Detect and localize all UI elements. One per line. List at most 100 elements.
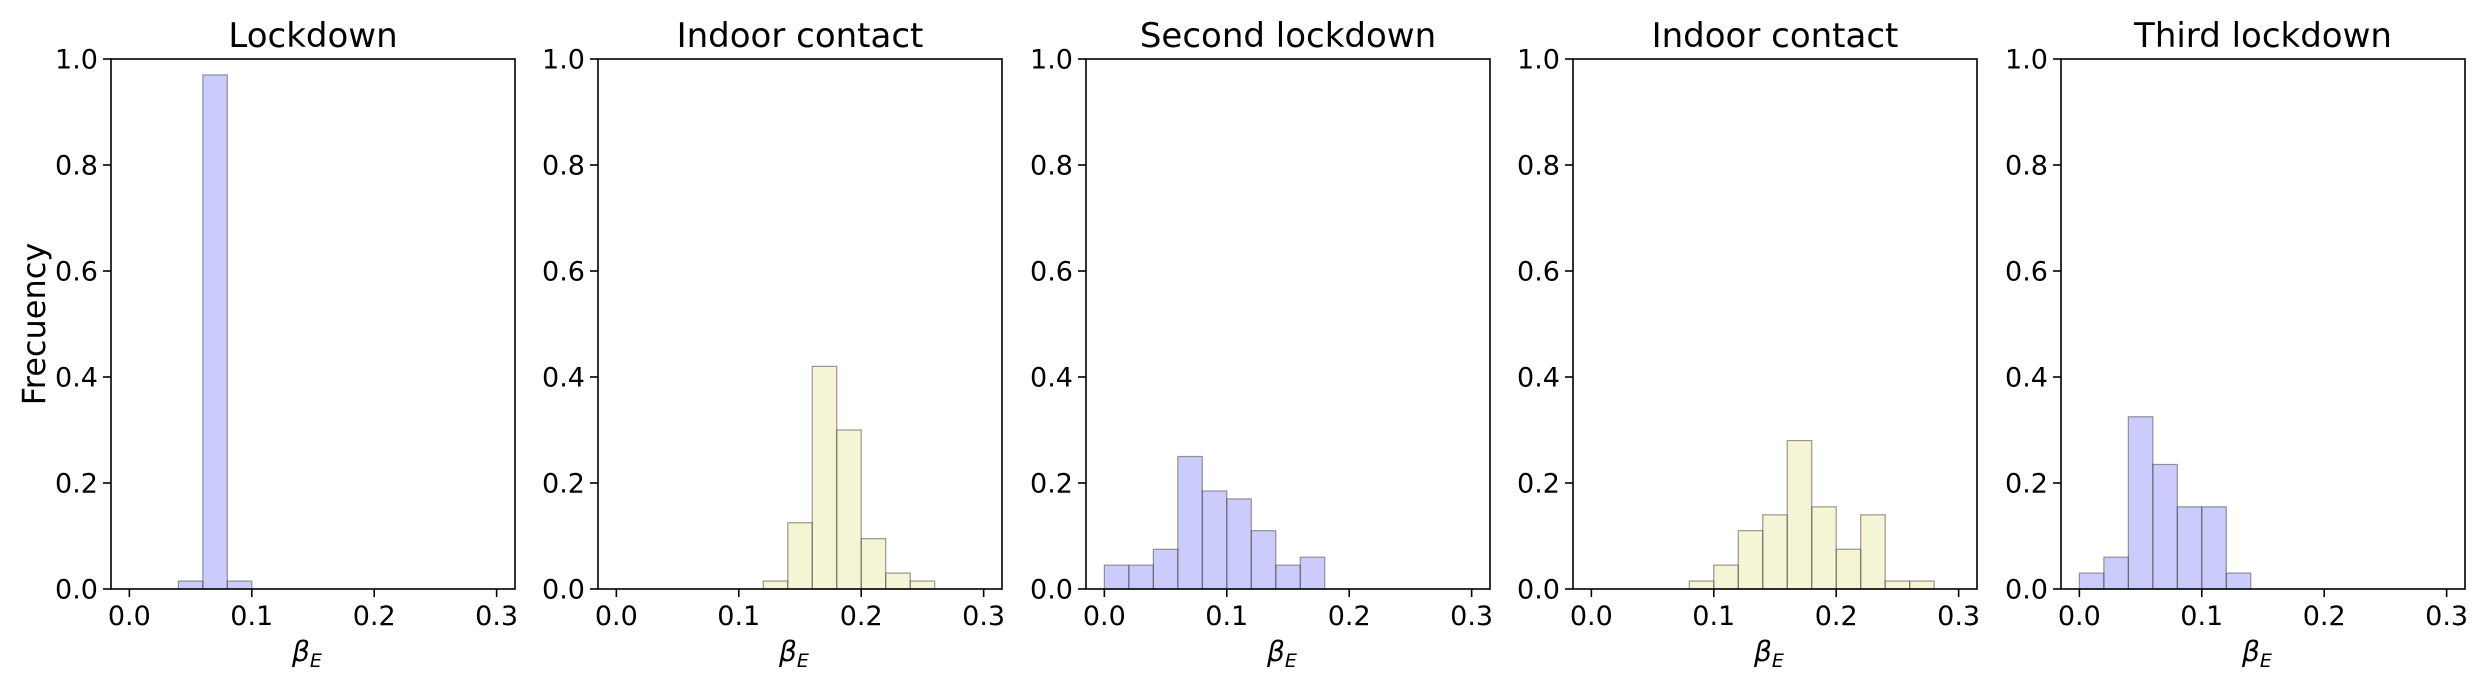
histogram-bar-2: [1128, 564, 1154, 590]
histogram-bar-3: [1152, 548, 1179, 590]
y-tick-label: 0.6: [2005, 257, 2048, 288]
subplot-2: Indoor contact 0.0 0.2 0.4 0.6 0.8 1.0 0.0 0.1 0.…: [542, 16, 1005, 672]
y-tick-label: 0.0: [2005, 575, 2048, 606]
histogram-bar-8: [1275, 564, 1301, 590]
histogram-bar-4: [836, 429, 862, 590]
subplot-3: Second lockdown 0.0 0.2 0.4 0.6 0.8 1.0 0.0 0.1 0…: [1030, 16, 1493, 672]
histogram-bar-7: [909, 580, 936, 590]
y-tick-label: 0.0: [1030, 575, 1073, 606]
y-tick-label: 0.6: [1030, 257, 1073, 288]
y-tick-label: 0.4: [55, 363, 98, 394]
histogram-bar-5: [1201, 490, 1228, 590]
histogram-bar-6: [1226, 498, 1252, 590]
histogram-bar-3: [2127, 416, 2154, 590]
y-tick-label: 1.0: [1517, 45, 1560, 76]
y-tick-label: 0.4: [1030, 363, 1073, 394]
x-tick-label: 0.2: [1328, 601, 1371, 632]
histogram-bar-6: [885, 572, 911, 590]
histogram-bar-2: [202, 74, 228, 590]
x-tick-label: 0.1: [717, 601, 760, 632]
y-tick-label: 0.6: [1517, 257, 1560, 288]
x-tick-label: 0.1: [2180, 601, 2223, 632]
histogram-bar-5: [1786, 440, 1813, 590]
plot-frame: [110, 58, 516, 590]
x-tick-label: 0.2: [1815, 601, 1858, 632]
y-tick-label: 0.2: [1517, 469, 1560, 500]
y-tick-label: 0.8: [1517, 151, 1560, 182]
histogram-bar-10: [1909, 580, 1935, 590]
subplot-title: Third lockdown: [2133, 16, 2392, 56]
histogram-bar-8: [1860, 514, 1886, 590]
y-tick-label: 1.0: [55, 45, 98, 76]
histogram-bar-2: [787, 522, 813, 590]
plot-frame: [1085, 58, 1491, 590]
y-tick-label: 0.8: [2005, 151, 2048, 182]
x-tick-label: 0.3: [1937, 601, 1980, 632]
y-tick-label: 0.2: [2005, 469, 2048, 500]
x-tick-label: 0.0: [1083, 601, 1126, 632]
histogram-bar-3: [226, 580, 253, 590]
y-tick-label: 1.0: [1030, 45, 1073, 76]
y-tick-label: 0.2: [1030, 469, 1073, 500]
subplot-title: Lockdown: [228, 16, 397, 56]
plot-frame: [597, 58, 1003, 590]
y-tick-label: 0.8: [55, 151, 98, 182]
y-tick-label: 0.2: [55, 469, 98, 500]
y-tick-label: 0.0: [542, 575, 585, 606]
y-axis-label: Frecuency: [15, 243, 53, 406]
x-tick-label: 0.1: [1205, 601, 1248, 632]
x-tick-label: 0.1: [230, 601, 273, 632]
x-axis-label: βE: [291, 635, 322, 672]
histogram-bar-7: [1250, 530, 1277, 590]
y-tick-label: 0.0: [55, 575, 98, 606]
x-tick-label: 0.0: [1570, 601, 1613, 632]
x-tick-label: 0.1: [1692, 601, 1735, 632]
histogram-bar-1: [2078, 572, 2105, 590]
y-tick-label: 0.4: [542, 363, 585, 394]
y-tick-label: 0.4: [2005, 363, 2048, 394]
histogram-bar-6: [2201, 506, 2227, 590]
x-tick-label: 0.0: [108, 601, 151, 632]
histogram-bar-4: [1177, 455, 1203, 590]
y-tick-label: 0.6: [55, 257, 98, 288]
x-tick-label: 0.3: [1450, 601, 1493, 632]
y-tick-label: 0.8: [542, 151, 585, 182]
x-tick-label: 0.3: [962, 601, 1005, 632]
histogram-bar-2: [1713, 564, 1739, 590]
y-tick-label: 1.0: [542, 45, 585, 76]
y-tick-label: 0.6: [542, 257, 585, 288]
x-axis-label: βE: [2241, 635, 2272, 672]
histogram-bar-1: [1103, 564, 1130, 590]
histogram-bar-3: [1737, 530, 1764, 590]
histogram-bar-1: [177, 580, 204, 590]
histogram-bar-2: [2103, 556, 2129, 590]
subplot-1: Lockdown 0.0 0.2 0.4 0.6 0.8 1.0 0.0 0.1 0.2 0.3 βE…: [15, 16, 518, 672]
x-axis-label: βE: [778, 635, 809, 672]
x-axis-label: βE: [1266, 635, 1297, 672]
histogram-bar-5: [860, 538, 887, 590]
histogram-bar-3: [811, 365, 838, 590]
x-tick-label: 0.0: [595, 601, 638, 632]
histogram-bar-9: [1299, 556, 1326, 590]
y-tick-label: 0.0: [1517, 575, 1560, 606]
y-tick-label: 0.2: [542, 469, 585, 500]
histogram-bar-7: [1835, 548, 1862, 590]
x-axis-label: βE: [1753, 635, 1784, 672]
subplot-4: Indoor contact 0.0 0.2 0.4 0.6 0.8 1.0 0.0 0.1 0.…: [1517, 16, 1980, 672]
subplot-title: Indoor contact: [677, 16, 924, 56]
subplot-title: Second lockdown: [1140, 16, 1436, 56]
histogram-bar-9: [1884, 580, 1911, 590]
histogram-bar-6: [1811, 506, 1837, 590]
x-tick-label: 0.0: [2058, 601, 2101, 632]
x-tick-label: 0.3: [475, 601, 518, 632]
x-tick-label: 0.2: [2303, 601, 2346, 632]
subplot-5: Third lockdown 0.0 0.2 0.4 0.6 0.8 1.0 0.0 0.1 0.…: [2005, 16, 2468, 672]
y-tick-label: 1.0: [2005, 45, 2048, 76]
histogram-bar-4: [1762, 514, 1788, 590]
y-tick-label: 0.8: [1030, 151, 1073, 182]
y-tick-label: 0.4: [1517, 363, 1560, 394]
plot-frame: [2060, 58, 2466, 590]
histogram-bar-5: [2176, 506, 2203, 590]
histogram-bar-7: [2225, 572, 2252, 590]
